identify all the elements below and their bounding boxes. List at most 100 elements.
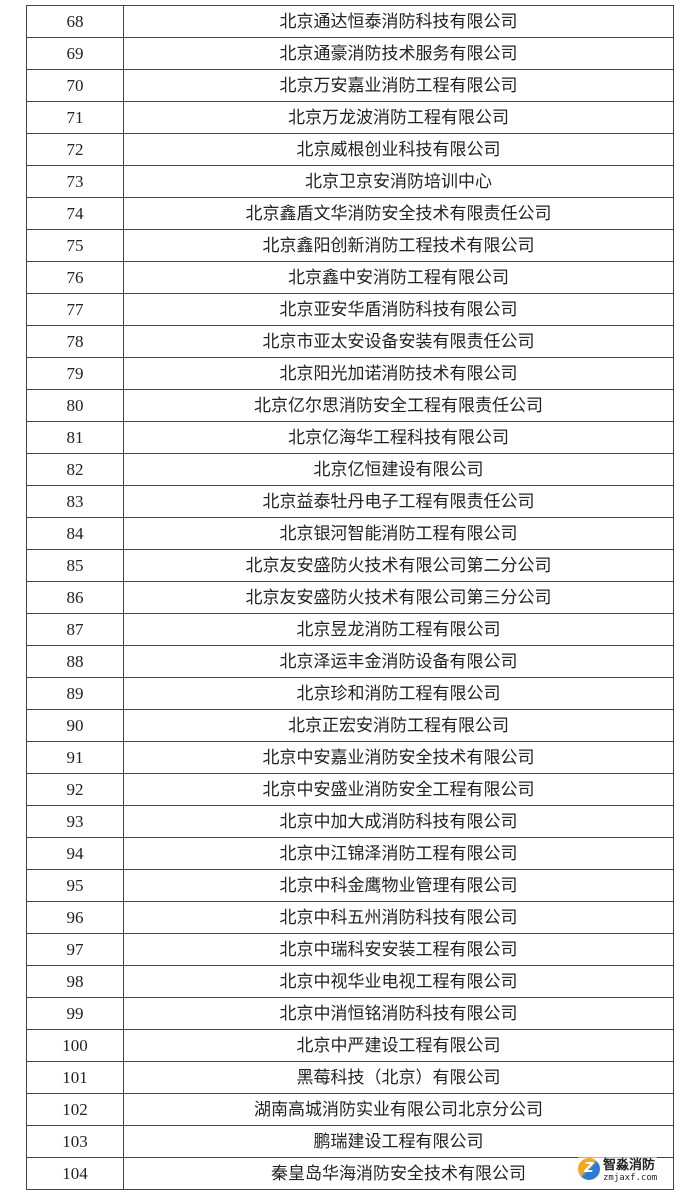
company-name: 北京鑫盾文华消防安全技术有限责任公司 [123, 197, 674, 230]
table-row: 69 北京通豪消防技术服务有限公司 [26, 37, 674, 70]
row-number: 75 [26, 229, 124, 262]
company-name: 北京亿海华工程科技有限公司 [123, 421, 674, 454]
row-number: 102 [26, 1093, 124, 1126]
table-row: 97 北京中瑞科安安装工程有限公司 [26, 933, 674, 966]
table-row: 72 北京威根创业科技有限公司 [26, 133, 674, 166]
table-row: 75 北京鑫阳创新消防工程技术有限公司 [26, 229, 674, 262]
table-row: 86 北京友安盛防火技术有限公司第三分公司 [26, 581, 674, 614]
table-row: 77 北京亚安华盾消防科技有限公司 [26, 293, 674, 326]
row-number: 98 [26, 965, 124, 998]
table-row: 68 北京通达恒泰消防科技有限公司 [26, 5, 674, 38]
row-number: 71 [26, 101, 124, 134]
row-number: 101 [26, 1061, 124, 1094]
row-number: 87 [26, 613, 124, 646]
company-name: 北京鑫阳创新消防工程技术有限公司 [123, 229, 674, 262]
company-name: 北京泽运丰金消防设备有限公司 [123, 645, 674, 678]
company-name: 北京中安盛业消防安全工程有限公司 [123, 773, 674, 806]
company-name: 北京中加大成消防科技有限公司 [123, 805, 674, 838]
company-table: 68 北京通达恒泰消防科技有限公司 69 北京通豪消防技术服务有限公司 70 北京万安嘉业… [26, 5, 674, 1190]
row-number: 86 [26, 581, 124, 614]
row-number: 99 [26, 997, 124, 1030]
table-row: 102 湖南高城消防实业有限公司北京分公司 [26, 1093, 674, 1126]
company-name: 北京益泰牡丹电子工程有限责任公司 [123, 485, 674, 518]
table-row: 85 北京友安盛防火技术有限公司第二分公司 [26, 549, 674, 582]
company-name: 北京正宏安消防工程有限公司 [123, 709, 674, 742]
table-row: 101 黑莓科技（北京）有限公司 [26, 1061, 674, 1094]
table-row: 71 北京万龙波消防工程有限公司 [26, 101, 674, 134]
watermark-url: zmjaxf.com [603, 1173, 658, 1183]
table-row: 91 北京中安嘉业消防安全技术有限公司 [26, 741, 674, 774]
table-body: 68 北京通达恒泰消防科技有限公司 69 北京通豪消防技术服务有限公司 70 北京万安嘉业… [26, 5, 674, 1190]
table-row: 82 北京亿恒建设有限公司 [26, 453, 674, 486]
watermark-logo-icon: Z [578, 1157, 600, 1180]
row-number: 100 [26, 1029, 124, 1062]
company-name: 北京中瑞科安安装工程有限公司 [123, 933, 674, 966]
row-number: 84 [26, 517, 124, 550]
company-name: 北京中科五州消防科技有限公司 [123, 901, 674, 934]
table-row: 74 北京鑫盾文华消防安全技术有限责任公司 [26, 197, 674, 230]
table-row: 79 北京阳光加诺消防技术有限公司 [26, 357, 674, 390]
company-name: 黑莓科技（北京）有限公司 [123, 1061, 674, 1094]
company-name: 北京亿恒建设有限公司 [123, 453, 674, 486]
company-name: 北京亿尔思消防安全工程有限责任公司 [123, 389, 674, 422]
company-name: 北京友安盛防火技术有限公司第三分公司 [123, 581, 674, 614]
table-row: 104 秦皇岛华海消防安全技术有限公司 [26, 1157, 674, 1190]
table-row: 99 北京中消恒铭消防科技有限公司 [26, 997, 674, 1030]
table-row: 78 北京市亚太安设备安装有限责任公司 [26, 325, 674, 358]
row-number: 70 [26, 69, 124, 102]
table-row: 100 北京中严建设工程有限公司 [26, 1029, 674, 1062]
row-number: 82 [26, 453, 124, 486]
row-number: 69 [26, 37, 124, 70]
watermark: Z 智淼消防 zmjaxf.com [578, 1154, 658, 1183]
row-number: 95 [26, 869, 124, 902]
row-number: 68 [26, 5, 124, 38]
row-number: 104 [26, 1157, 124, 1190]
table-row: 93 北京中加大成消防科技有限公司 [26, 805, 674, 838]
company-name: 北京阳光加诺消防技术有限公司 [123, 357, 674, 390]
company-name: 北京中视华业电视工程有限公司 [123, 965, 674, 998]
table-row: 76 北京鑫中安消防工程有限公司 [26, 261, 674, 294]
company-name: 北京中江锦泽消防工程有限公司 [123, 837, 674, 870]
row-number: 94 [26, 837, 124, 870]
row-number: 72 [26, 133, 124, 166]
company-name: 北京通豪消防技术服务有限公司 [123, 37, 674, 70]
company-name: 北京昱龙消防工程有限公司 [123, 613, 674, 646]
table-row: 73 北京卫京安消防培训中心 [26, 165, 674, 198]
table-row: 83 北京益泰牡丹电子工程有限责任公司 [26, 485, 674, 518]
company-name: 北京卫京安消防培训中心 [123, 165, 674, 198]
table-row: 89 北京珍和消防工程有限公司 [26, 677, 674, 710]
company-name: 北京中科金鹰物业管理有限公司 [123, 869, 674, 902]
table-row: 92 北京中安盛业消防安全工程有限公司 [26, 773, 674, 806]
company-name: 北京通达恒泰消防科技有限公司 [123, 5, 674, 38]
company-name: 北京中严建设工程有限公司 [123, 1029, 674, 1062]
row-number: 77 [26, 293, 124, 326]
table-row: 98 北京中视华业电视工程有限公司 [26, 965, 674, 998]
row-number: 83 [26, 485, 124, 518]
table-row: 94 北京中江锦泽消防工程有限公司 [26, 837, 674, 870]
row-number: 97 [26, 933, 124, 966]
row-number: 91 [26, 741, 124, 774]
table-row: 96 北京中科五州消防科技有限公司 [26, 901, 674, 934]
row-number: 73 [26, 165, 124, 198]
row-number: 80 [26, 389, 124, 422]
company-name: 北京亚安华盾消防科技有限公司 [123, 293, 674, 326]
company-name: 北京银河智能消防工程有限公司 [123, 517, 674, 550]
table-row: 103 鹏瑞建设工程有限公司 [26, 1125, 674, 1158]
company-name: 北京威根创业科技有限公司 [123, 133, 674, 166]
row-number: 92 [26, 773, 124, 806]
row-number: 79 [26, 357, 124, 390]
row-number: 90 [26, 709, 124, 742]
company-name: 鹏瑞建设工程有限公司 [123, 1125, 674, 1158]
table-row: 81 北京亿海华工程科技有限公司 [26, 421, 674, 454]
table-row: 87 北京昱龙消防工程有限公司 [26, 613, 674, 646]
company-name: 北京友安盛防火技术有限公司第二分公司 [123, 549, 674, 582]
row-number: 103 [26, 1125, 124, 1158]
company-name: 北京万安嘉业消防工程有限公司 [123, 69, 674, 102]
row-number: 85 [26, 549, 124, 582]
company-name: 北京万龙波消防工程有限公司 [123, 101, 674, 134]
company-name: 北京鑫中安消防工程有限公司 [123, 261, 674, 294]
row-number: 76 [26, 261, 124, 294]
company-name: 湖南高城消防实业有限公司北京分公司 [123, 1093, 674, 1126]
company-name: 北京中消恒铭消防科技有限公司 [123, 997, 674, 1030]
company-name: 北京珍和消防工程有限公司 [123, 677, 674, 710]
